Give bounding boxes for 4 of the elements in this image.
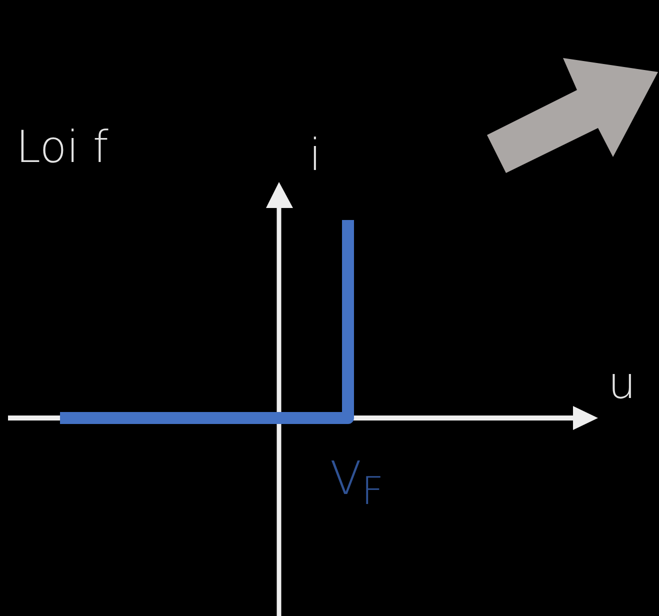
text: u — [608, 358, 636, 409]
y-axis-title: i — [309, 130, 322, 181]
text: V$_{F}$ — [330, 451, 384, 514]
chart-title: Loi f — [16, 122, 108, 173]
